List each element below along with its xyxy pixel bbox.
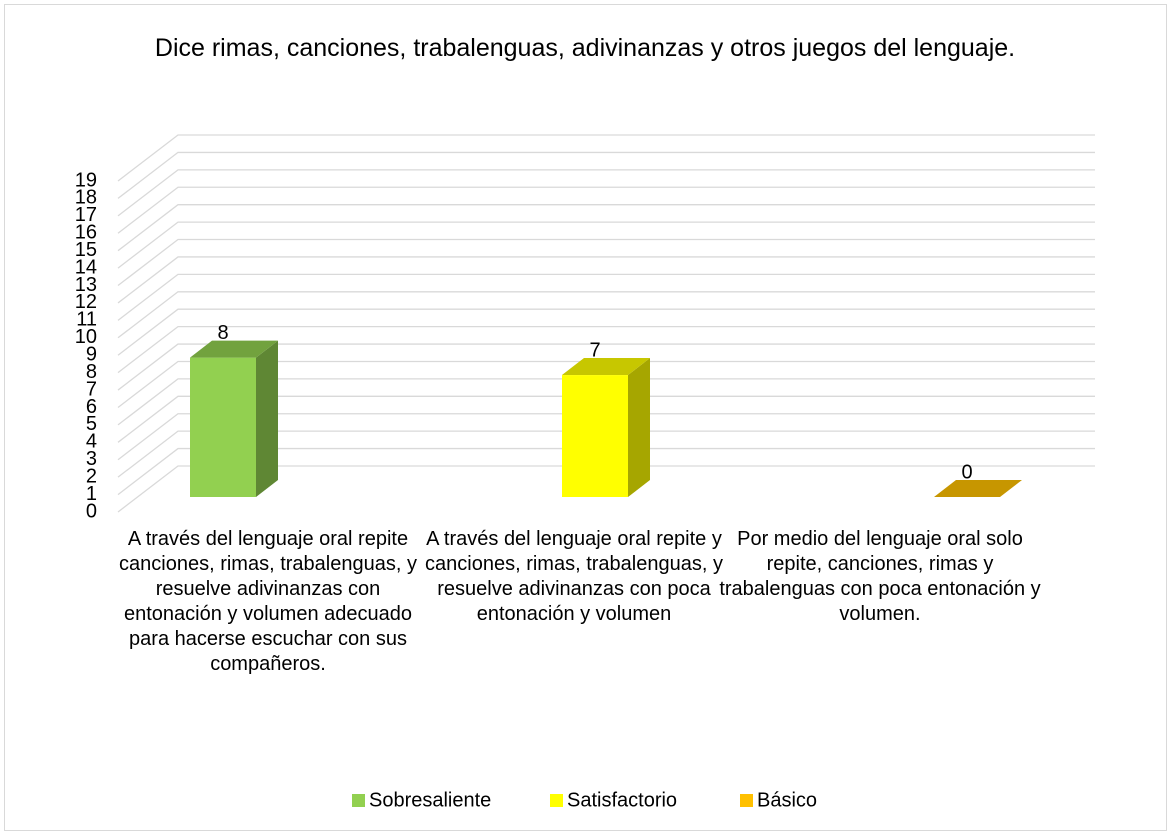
grid-line (117, 151, 1095, 199)
y-tick-label: 6 (86, 396, 97, 418)
grid-line (117, 238, 1095, 287)
y-tick-label: 5 (86, 413, 97, 435)
x-tick-label: Por medio del lenguaje oral solo repite,… (719, 528, 1041, 625)
bar-front (562, 375, 628, 497)
bar-front (190, 357, 256, 497)
legend-label: Sobresaliente (369, 789, 491, 811)
grid-line (117, 221, 1095, 269)
bar-side (628, 358, 650, 497)
value-label: 7 (589, 339, 600, 361)
y-tick-label: 2 (86, 465, 97, 487)
grid-line (117, 378, 1095, 426)
y-tick-label: 4 (86, 431, 97, 453)
y-tick-label: 16 (75, 222, 97, 244)
y-tick-label: 8 (86, 361, 97, 383)
grid-line (117, 413, 1095, 461)
grid-line (117, 273, 1095, 321)
y-tick-label: 9 (86, 343, 97, 365)
grid-line (117, 308, 1095, 356)
x-tick-label: A través del lenguaje oral repite cancio… (119, 528, 417, 675)
y-tick-label: 0 (86, 500, 97, 522)
y-tick-label: 10 (75, 326, 97, 348)
bar-side (256, 340, 278, 497)
grid-line (117, 343, 1095, 391)
legend-label: Básico (757, 789, 817, 811)
legend-swatch (550, 794, 563, 807)
x-label-box: A través del lenguaje oral repite y canc… (425, 528, 723, 625)
chart-title: Dice rimas, canciones, trabalenguas, adi… (154, 34, 1016, 62)
title-box: Dice rimas, canciones, trabalenguas, adi… (154, 34, 1016, 62)
value-label: 8 (217, 322, 228, 344)
y-tick-label: 19 (75, 169, 97, 191)
grid-line (117, 169, 1095, 217)
y-tick-label: 15 (75, 239, 97, 261)
legend-label: Satisfactorio (567, 789, 677, 811)
y-tick-label: 12 (75, 291, 97, 313)
grid-line (117, 325, 1095, 374)
bar-top (562, 358, 650, 376)
bar (934, 480, 1022, 497)
grid-line (117, 256, 1095, 304)
x-label-box: A través del lenguaje oral repite cancio… (119, 528, 417, 675)
legend-swatch (352, 794, 365, 807)
y-tick-label: 7 (86, 378, 97, 400)
grid-line (117, 447, 1095, 496)
legend-swatch (740, 794, 753, 807)
grid-line (117, 360, 1095, 408)
grid-line (117, 186, 1095, 234)
bar (562, 358, 650, 497)
grid-line (117, 430, 1095, 478)
y-tick-label: 13 (75, 274, 97, 296)
y-tick-label: 3 (86, 448, 97, 470)
grid-line (117, 204, 1095, 252)
value-label: 0 (961, 461, 972, 483)
bar (190, 340, 278, 497)
grid-line (117, 395, 1095, 443)
bar-top (934, 480, 1022, 497)
y-tick-label: 1 (86, 483, 97, 505)
y-tick-label: 11 (76, 309, 97, 331)
grid-line (117, 465, 1095, 513)
bar-top (190, 340, 278, 358)
grid-line (117, 134, 1095, 182)
x-tick-label: A través del lenguaje oral repite y canc… (425, 528, 723, 625)
y-tick-label: 17 (75, 204, 97, 226)
y-tick-label: 14 (75, 256, 97, 278)
x-label-box: Por medio del lenguaje oral solo repite,… (719, 528, 1041, 625)
y-tick-label: 18 (75, 187, 97, 209)
grid-line (117, 291, 1095, 339)
